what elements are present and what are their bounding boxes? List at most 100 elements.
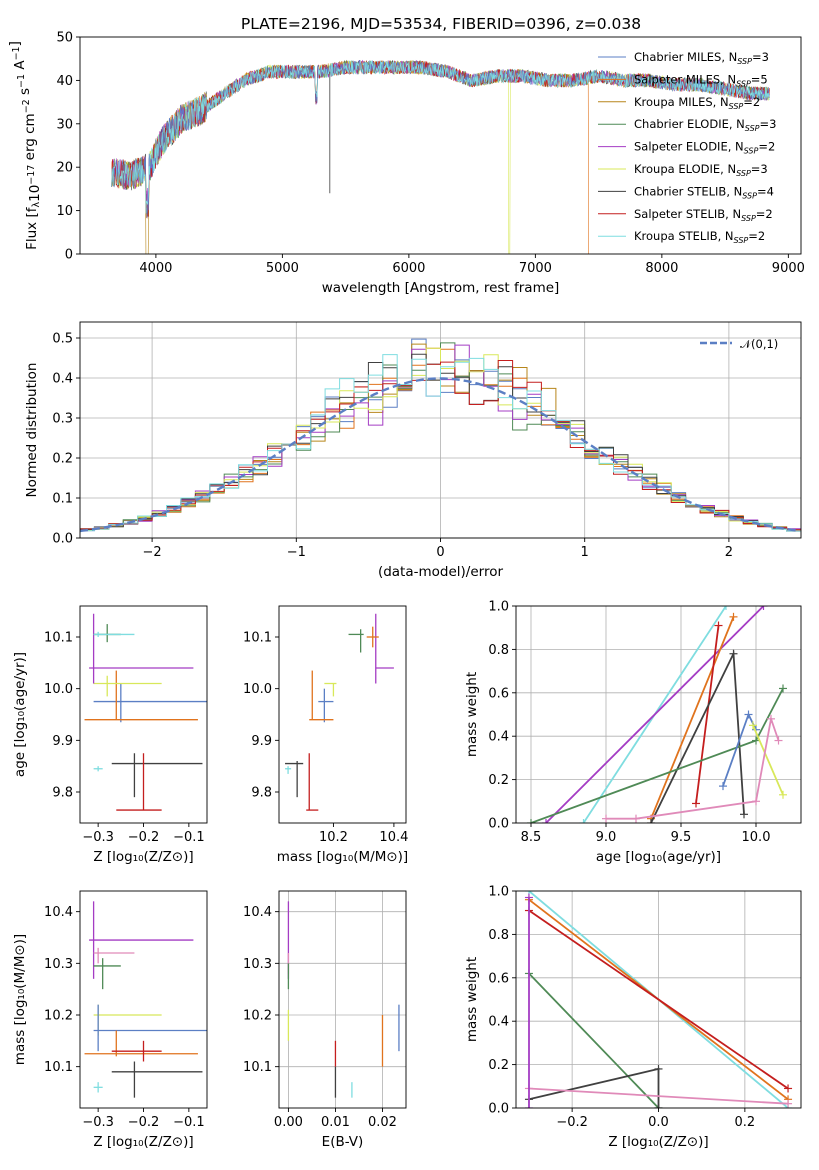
- legend-text: Salpeter ELODIE, N: [634, 140, 744, 154]
- legend-label: Salpeter ELODIE, NSSP=2: [634, 140, 775, 156]
- legend-text: Chabrier ELODIE, N: [634, 117, 745, 131]
- x-tick-label: 9000: [772, 261, 805, 276]
- mass_vs_EBV-frame: [278, 890, 407, 1109]
- ylabel-part: −17: [26, 165, 37, 185]
- ylabel-part: erg cm: [22, 113, 38, 164]
- y-tick-label: 0.6: [488, 686, 509, 701]
- x-tick-label: 8000: [645, 261, 678, 276]
- residuals-legend-label: 𝒩(0,1): [740, 337, 778, 351]
- y-tick-label: 0.4: [52, 372, 73, 387]
- y-tick-label: 0.2: [488, 1058, 509, 1073]
- ylabel-part: s: [17, 88, 33, 99]
- x-tick-label: 10.4: [379, 830, 408, 845]
- legend-value: =3: [760, 117, 777, 131]
- weight-line: [528, 909, 789, 1090]
- x-tick-label: 0.02: [368, 1115, 397, 1130]
- x-tick-label: −0.1: [173, 1115, 205, 1130]
- x-tick-label: 1: [581, 545, 589, 560]
- y-tick-label: 10.1: [243, 1060, 272, 1075]
- ylabel-part: Flux [f: [24, 206, 40, 250]
- weight_vs_age-panel: 8.5 9.0 9.5 10.0 0.0 0.2 0.4 0.6 0.8 1.0: [488, 600, 802, 845]
- y-tick-label: 0.5: [52, 332, 73, 347]
- x-tick-label: 2: [725, 545, 733, 560]
- mass_vs_Z-plot-area: [84, 901, 207, 1098]
- x-tick-label: 8.5: [521, 830, 542, 845]
- x-tick-label: −0.1: [173, 830, 205, 845]
- y-tick-label: 9.9: [251, 734, 272, 749]
- x-tick-label: 6000: [392, 261, 425, 276]
- y-tick-label: 0.0: [488, 817, 509, 832]
- y-tick-label: 10.0: [44, 682, 73, 697]
- x-tick-label: 7000: [519, 261, 552, 276]
- y-tick-label: 10.3: [44, 957, 73, 972]
- x-tick-label: 10.0: [742, 830, 771, 845]
- spectrum-xlabel: wavelength [Angstrom, rest frame]: [322, 280, 560, 296]
- legend-text: Salpeter MILES, N: [634, 72, 736, 86]
- ylabel-part: A: [12, 60, 28, 74]
- x-tick-label: 5000: [266, 261, 299, 276]
- legend-label: Salpeter MILES, NSSP=5: [634, 72, 768, 88]
- legend-label: Chabrier STELIB, NSSP=4: [634, 184, 774, 200]
- x-tick-label: 0.2: [735, 1115, 756, 1130]
- legend-value: =3: [751, 162, 768, 176]
- legend-sub: SSP: [737, 57, 752, 66]
- legend-label: Kroupa STELIB, NSSP=2: [634, 229, 765, 245]
- legend-sub: SSP: [729, 102, 744, 111]
- weight_vs_Z-plot-area: [524, 891, 793, 1108]
- y-tick-label: 30: [56, 117, 73, 132]
- mass_vs_EBV-xlabel: E(B-V): [322, 1134, 364, 1150]
- age_vs_Z-plot-area: [84, 613, 207, 811]
- y-tick-label: 10.4: [243, 905, 272, 920]
- y-tick-label: 9.8: [52, 786, 73, 801]
- y-tick-label: 10.1: [243, 631, 272, 646]
- legend-text: Kroupa ELODIE, N: [634, 162, 736, 176]
- mass_vs_EBV-panel: 0.00 0.01 0.02 10.1 10.2 10.3 10.4: [243, 890, 407, 1130]
- residuals-panel: −2 −1 0 1 2 0.0 0.1 0.2 0.3 0.4 0.5: [52, 321, 802, 560]
- y-tick-label: 0.8: [488, 928, 509, 943]
- legend-value: =2: [758, 140, 775, 154]
- normal-curve: [80, 377, 799, 533]
- legend-value: =2: [748, 229, 765, 243]
- figure-title: PLATE=2196, MJD=53534, FIBERID=0396, z=0…: [241, 15, 641, 33]
- x-tick-label: 0: [436, 545, 444, 560]
- legend-label: Kroupa MILES, NSSP=2: [634, 95, 760, 111]
- legend-text: Chabrier STELIB, N: [634, 184, 742, 198]
- weight_vs_age-frame: [515, 605, 802, 824]
- age_vs_Z-frame: [79, 605, 208, 824]
- age_vs_Z-xlabel: Z [log₁₀(Z/Z⊙)]: [93, 849, 193, 865]
- legend-value: =2: [743, 95, 760, 109]
- y-tick-label: 0.8: [488, 643, 509, 658]
- weight_vs_Z-xlabel: Z [log₁₀(Z/Z⊙)]: [608, 1134, 708, 1150]
- ylabel-part: 10: [27, 185, 43, 202]
- legend-value: =2: [756, 207, 773, 221]
- legend-sub: SSP: [736, 79, 751, 88]
- x-tick-label: −2: [143, 545, 162, 560]
- x-tick-label: −0.2: [556, 1115, 588, 1130]
- age_vs_mass-panel: 10.2 10.4 9.8 9.9 10.0 10.1: [243, 605, 408, 845]
- x-tick-label: −0.3: [82, 1115, 114, 1130]
- x-tick-label: −0.2: [128, 1115, 160, 1130]
- weight-line: [695, 625, 720, 804]
- mass_vs_EBV-plot-area: [287, 901, 400, 1098]
- y-tick-label: 10.1: [44, 631, 73, 646]
- legend-sub: SSP: [745, 124, 760, 133]
- y-tick-label: 0.0: [488, 1102, 509, 1117]
- legend-value: =3: [752, 50, 769, 64]
- y-tick-label: 10.2: [44, 1009, 73, 1024]
- y-tick-label: 0.6: [488, 971, 509, 986]
- age_vs_mass-plot-area: [285, 613, 394, 811]
- x-tick-label: 0.0: [648, 1115, 669, 1130]
- residuals-frame: [79, 321, 802, 539]
- ylabel-part: ]: [7, 41, 23, 46]
- x-tick-label: −0.3: [82, 830, 114, 845]
- y-tick-label: 10.4: [44, 905, 73, 920]
- y-tick-label: 0.4: [488, 730, 509, 745]
- spectrum-series: [111, 60, 770, 214]
- age_vs_mass-frame: [278, 605, 407, 824]
- legend-label: Salpeter STELIB, NSSP=2: [634, 207, 773, 223]
- mass_vs_Z-frame: [79, 890, 208, 1109]
- legend-sub: SSP: [736, 169, 751, 178]
- x-tick-label: 4000: [139, 261, 172, 276]
- legend-value: =4: [757, 184, 774, 198]
